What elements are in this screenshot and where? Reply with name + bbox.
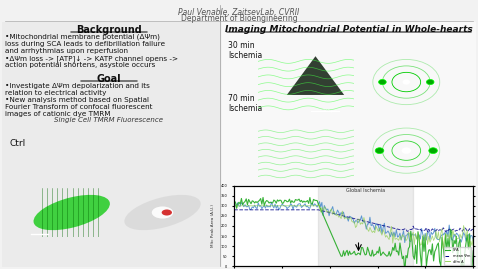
Circle shape — [426, 79, 434, 85]
Text: images of cationic dye TMRM: images of cationic dye TMRM — [5, 111, 110, 117]
Text: and arrhythmias upon reperfusion: and arrhythmias upon reperfusion — [5, 48, 128, 54]
Circle shape — [402, 79, 410, 85]
Legend: SPA, mean Ψm, dfm A: SPA, mean Ψm, dfm A — [444, 247, 471, 265]
Y-axis label: MItc Peak Area (A.U.): MItc Peak Area (A.U.) — [211, 204, 215, 247]
Text: Department of Bioengineering: Department of Bioengineering — [181, 14, 297, 23]
Bar — [2, 22, 220, 267]
Ellipse shape — [124, 195, 201, 230]
Text: •Investigate ΔΨm depolarization and its: •Investigate ΔΨm depolarization and its — [5, 83, 150, 89]
Text: Imaging Mitochondrial Potential in Whole-hearts: Imaging Mitochondrial Potential in Whole… — [225, 25, 473, 34]
Text: •ΔΨm loss -> [ATP]↓ -> KATP channel opens ->: •ΔΨm loss -> [ATP]↓ -> KATP channel open… — [5, 55, 178, 62]
Ellipse shape — [33, 195, 110, 230]
Ellipse shape — [152, 207, 173, 218]
Text: relation to electrical activity: relation to electrical activity — [5, 90, 107, 96]
Text: Fourier Transform of confocal fluorescent: Fourier Transform of confocal fluorescen… — [5, 104, 152, 110]
Text: 30 min
Ischemia: 30 min Ischemia — [228, 41, 262, 61]
Bar — [222, 22, 476, 267]
Text: Single Cell TMRM Fluorescence: Single Cell TMRM Fluorescence — [54, 117, 163, 123]
Text: 70 min
Ischemia: 70 min Ischemia — [228, 94, 262, 114]
Text: action potential shortens, asystole occurs: action potential shortens, asystole occu… — [5, 62, 155, 68]
Circle shape — [379, 79, 386, 85]
Text: loss during SCA leads to defibrillation failure: loss during SCA leads to defibrillation … — [5, 41, 165, 47]
Text: Paul Venable, ZaitsevLab, CVRII: Paul Venable, ZaitsevLab, CVRII — [178, 8, 300, 17]
Text: 100 µm: 100 µm — [323, 109, 337, 114]
Text: •New analysis method based on Spatial: •New analysis method based on Spatial — [5, 97, 149, 103]
Text: •Mitochondrial membrane potential (ΔΨm): •Mitochondrial membrane potential (ΔΨm) — [5, 34, 160, 41]
Circle shape — [402, 147, 411, 154]
Ellipse shape — [162, 210, 172, 215]
Circle shape — [375, 148, 384, 154]
Text: Ctrl: Ctrl — [10, 139, 26, 148]
Bar — [318, 186, 413, 266]
Text: Background: Background — [76, 25, 142, 35]
Text: Goal: Goal — [97, 74, 121, 84]
Text: Global Ischemia: Global Ischemia — [346, 188, 385, 193]
Polygon shape — [287, 56, 344, 95]
Circle shape — [429, 148, 437, 154]
